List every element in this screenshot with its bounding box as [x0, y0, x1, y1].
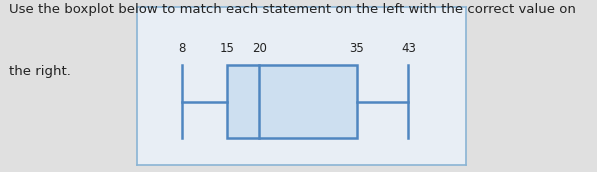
Text: the right.: the right.	[9, 65, 71, 78]
Text: 43: 43	[401, 42, 416, 55]
Text: 8: 8	[178, 42, 185, 55]
Text: 15: 15	[220, 42, 235, 55]
Text: 35: 35	[349, 42, 364, 55]
Bar	[227, 65, 356, 138]
Text: 20: 20	[252, 42, 267, 55]
Text: Use the boxplot below to match each statement on the left with the correct value: Use the boxplot below to match each stat…	[9, 3, 576, 17]
